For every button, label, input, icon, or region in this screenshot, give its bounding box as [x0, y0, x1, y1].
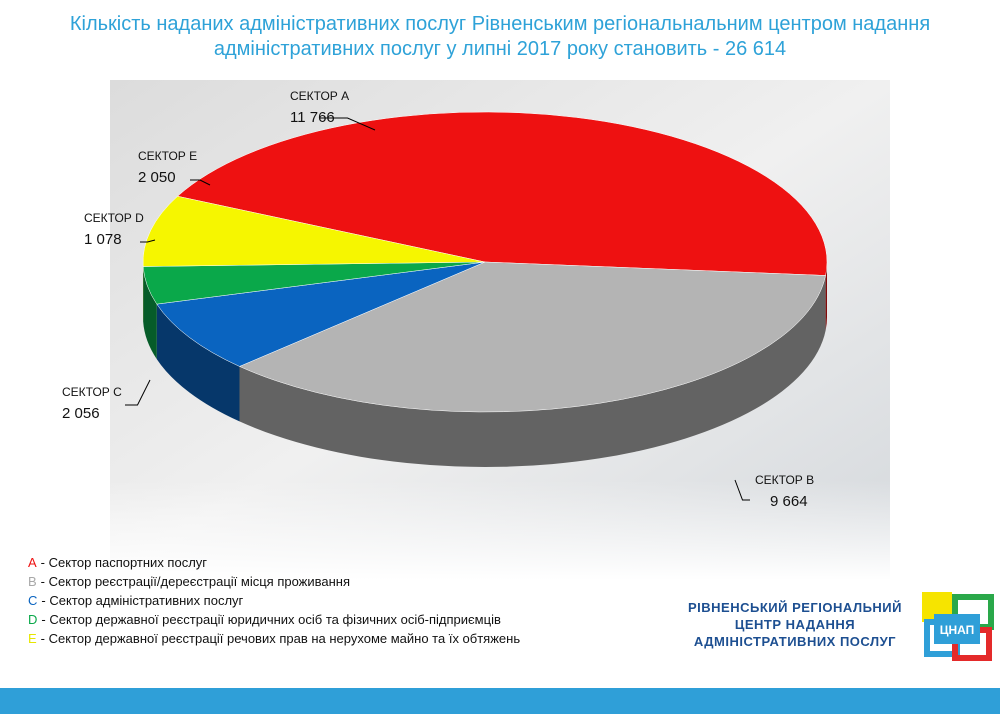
pie — [142, 111, 828, 468]
leader-line — [190, 179, 211, 186]
slice — [177, 111, 828, 276]
value-label: 2 050 — [138, 169, 176, 186]
legend-text: - Сектор паспортних послуг — [41, 555, 208, 570]
category-label: СЕКТОР C — [62, 385, 122, 399]
logo-text: РІВНЕНСЬКИЙ РЕГІОНАЛЬНИЙ — [688, 600, 902, 615]
leader-line — [734, 479, 750, 501]
slice-side — [825, 262, 827, 331]
legend-letter: B — [28, 574, 37, 589]
slice-side — [239, 275, 826, 468]
slice-side — [156, 304, 240, 422]
legend-item: D - Сектор державної реєстрації юридичних… — [28, 612, 501, 627]
category-label: СЕКТОР A — [290, 89, 349, 103]
logo-text: АДМІНІСТРАТИВНИХ ПОСЛУГ — [694, 634, 896, 649]
leader-line — [125, 379, 151, 406]
legend-text: - Сектор реєстрації/дереєстрації місця п… — [41, 574, 350, 589]
slice-side — [143, 266, 157, 360]
legend-text: - Сектор державної реєстрації юридичних … — [41, 612, 501, 627]
legend-item: C - Сектор адміністративних послуг — [28, 593, 244, 608]
legend-letter: C — [28, 593, 37, 608]
footer-bar — [0, 688, 1000, 714]
value-label: 11 766 — [290, 109, 335, 126]
category-label: СЕКТОР B — [755, 473, 814, 487]
chart-title: Кількість наданих адміністративних послу… — [69, 13, 931, 60]
category-label: СЕКТОР E — [138, 149, 197, 163]
slice — [142, 195, 486, 267]
category-label: СЕКТОР D — [84, 211, 144, 225]
slice — [238, 261, 826, 413]
logo-text: ЦЕНТР НАДАННЯ — [735, 617, 855, 632]
legend-text: - Сектор адміністративних послуг — [41, 593, 243, 608]
value-label: 1 078 — [84, 231, 122, 248]
value-label: 9 664 — [770, 493, 808, 510]
value-label: 2 056 — [62, 405, 100, 422]
legend-letter: D — [28, 612, 37, 627]
legend-text: - Сектор державної реєстрації речових пр… — [41, 631, 521, 646]
legend-item: B - Сектор реєстрації/дереєстрації місця … — [28, 574, 350, 589]
leader-line — [140, 239, 156, 243]
legend-letter: A — [28, 555, 37, 570]
legend-item: E - Сектор державної реєстрації речових п… — [28, 631, 520, 646]
background-fade — [110, 480, 890, 580]
leader-line — [320, 117, 376, 131]
logo-icon: ЦНАП — [922, 592, 994, 661]
logo-icon-text: ЦНАП — [940, 623, 975, 637]
legend-letter: E — [28, 631, 37, 646]
logo-plate — [934, 614, 980, 644]
slice — [156, 261, 486, 367]
legend-item: A - Сектор паспортних послуг — [28, 555, 207, 570]
